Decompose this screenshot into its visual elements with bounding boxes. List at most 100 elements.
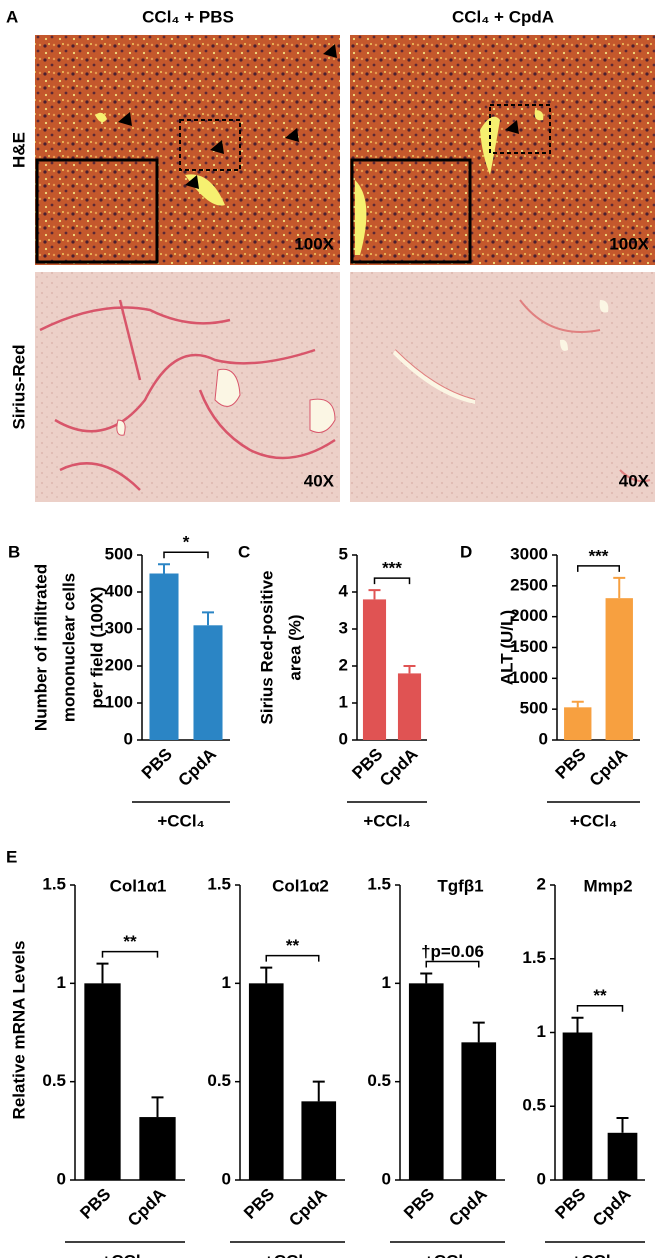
y-tick-label: 0 xyxy=(382,1169,391,1188)
y-tick-label: 2 xyxy=(537,874,546,893)
x-tick-label: PBS xyxy=(76,1185,114,1223)
y-tick-label: 2 xyxy=(339,655,348,674)
y-tick-label: 0 xyxy=(124,729,133,748)
y-axis-label: mononuclear cells xyxy=(59,573,78,722)
chart-title: Col1α2 xyxy=(272,876,329,895)
error-bar xyxy=(151,1096,164,1118)
group-label: +CCl₄ xyxy=(264,1251,311,1258)
x-tick-label: PBS xyxy=(551,1185,589,1223)
error-bar xyxy=(616,1117,629,1133)
x-tick-label: CpdA xyxy=(586,745,631,790)
error-bar xyxy=(368,589,381,600)
group-label: +CCl₄ xyxy=(571,1251,618,1258)
significance-label: ** xyxy=(123,932,137,951)
x-tick-label: CpdA xyxy=(175,745,220,790)
y-tick-label: 2500 xyxy=(510,575,548,594)
significance-label: ** xyxy=(286,936,300,955)
panel-letter: D xyxy=(460,542,472,561)
bar xyxy=(397,673,422,740)
significance-label: * xyxy=(183,533,190,552)
y-tick-label: 1.5 xyxy=(42,874,66,893)
magnification: 40X xyxy=(619,471,650,490)
significance-label: ** xyxy=(593,986,607,1005)
y-tick-label: 1 xyxy=(222,973,231,992)
y-tick-label: 100 xyxy=(105,692,133,711)
significance-bracket xyxy=(425,960,480,968)
y-tick-label: 1.5 xyxy=(207,874,231,893)
y-tick-label: 0 xyxy=(539,729,548,748)
group-label: +CCl₄ xyxy=(570,811,617,830)
y-tick-label: 200 xyxy=(105,655,133,674)
panel-letter: E xyxy=(6,847,17,866)
y-tick-label: 0.5 xyxy=(207,1071,231,1090)
panel-letter: C xyxy=(238,542,250,561)
significance-bracket xyxy=(265,954,320,962)
y-axis-label: per field (100X) xyxy=(87,587,106,709)
panel-letter: A xyxy=(6,7,18,26)
y-tick-label: 3 xyxy=(339,618,348,637)
y-axis-label: ALT (U/L) xyxy=(497,610,516,685)
error-bar xyxy=(571,700,584,708)
bar xyxy=(562,1032,593,1180)
bar xyxy=(605,598,633,740)
x-tick-label: PBS xyxy=(552,745,590,783)
bar xyxy=(193,625,223,740)
bar xyxy=(248,983,284,1180)
bar xyxy=(301,1101,337,1180)
y-tick-label: 0 xyxy=(57,1169,66,1188)
y-tick-label: 500 xyxy=(105,544,133,563)
bar xyxy=(149,573,179,740)
y-tick-label: 1.5 xyxy=(367,874,391,893)
y-tick-label: 1000 xyxy=(510,668,548,687)
x-tick-label: CpdA xyxy=(589,1185,634,1230)
y-tick-label: 500 xyxy=(520,699,548,718)
chart-title: Col1α1 xyxy=(110,876,167,895)
magnification: 40X xyxy=(304,471,335,490)
y-tick-label: 4 xyxy=(339,581,349,600)
significance-bracket xyxy=(101,950,159,958)
bar xyxy=(408,983,444,1180)
bar xyxy=(461,1042,497,1180)
y-tick-label: 0 xyxy=(222,1169,231,1188)
y-tick-label: 3000 xyxy=(510,544,548,563)
group-label: +CCl₄ xyxy=(424,1251,471,1258)
bar xyxy=(362,599,387,740)
x-tick-label: CpdA xyxy=(124,1185,169,1230)
y-tick-label: 0 xyxy=(339,729,348,748)
x-tick-label: CpdA xyxy=(285,1185,330,1230)
y-axis-label: Relative mRNA Levels xyxy=(9,941,28,1120)
y-tick-label: 300 xyxy=(105,618,133,637)
micrograph-he-cpda xyxy=(350,35,655,265)
x-tick-label: PBS xyxy=(400,1185,438,1223)
magnification: 100X xyxy=(294,234,334,253)
bar xyxy=(84,983,121,1180)
y-axis-label: Sirius Red-positive xyxy=(257,571,276,725)
micrograph-sr-cpda xyxy=(350,272,655,502)
panel-letter: B xyxy=(8,542,20,561)
x-tick-label: PBS xyxy=(240,1185,278,1223)
y-tick-label: 1.5 xyxy=(522,948,546,967)
error-bar xyxy=(312,1080,325,1102)
y-tick-label: 1500 xyxy=(510,637,548,656)
y-axis-label: Number of infiltrated xyxy=(31,564,50,731)
error-bar xyxy=(613,576,626,599)
y-tick-label: 5 xyxy=(339,544,348,563)
y-tick-label: 1 xyxy=(57,973,66,992)
significance-label: *** xyxy=(589,546,609,565)
error-bar xyxy=(96,962,109,984)
row-label: Sirius-Red xyxy=(9,344,28,429)
chart-title: Mmp2 xyxy=(583,876,632,895)
magnification: 100X xyxy=(609,234,649,253)
micrograph-sr-pbs xyxy=(35,272,340,502)
y-tick-label: 1 xyxy=(537,1022,546,1041)
y-tick-label: 2000 xyxy=(510,606,548,625)
error-bar xyxy=(202,611,214,626)
significance-label: *** xyxy=(382,559,402,578)
error-bar xyxy=(158,563,170,574)
error-bar xyxy=(403,665,416,674)
group-label: +CCl₄ xyxy=(157,811,204,830)
y-tick-label: 0.5 xyxy=(42,1071,66,1090)
significance-bracket xyxy=(577,565,620,572)
error-bar xyxy=(420,972,433,984)
